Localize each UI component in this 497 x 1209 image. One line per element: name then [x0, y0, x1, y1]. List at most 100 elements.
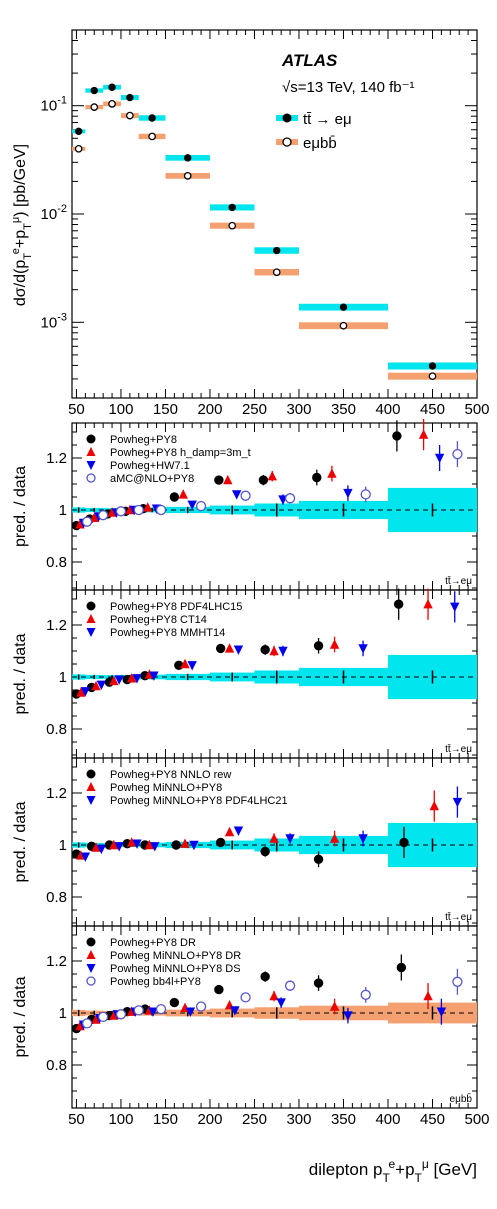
prediction-point — [125, 504, 135, 515]
ratio-legend-label: Powheg+PY8 h_damp=3m_t — [110, 447, 251, 459]
ratio-legend-marker — [86, 601, 96, 611]
prediction-point — [343, 1011, 353, 1021]
prediction-point — [126, 673, 137, 683]
x-tick-label: 200 — [197, 1111, 222, 1128]
prediction-point — [269, 645, 279, 656]
prediction-point — [396, 962, 407, 973]
prediction-point — [150, 842, 160, 852]
ratio-legend-label: Powheg MiNNLO+PY8 DS — [110, 963, 241, 975]
prediction-point — [393, 599, 404, 609]
prediction-point — [313, 978, 324, 988]
x-tick-label: 400 — [375, 401, 400, 418]
prediction-point — [418, 429, 429, 439]
prediction-point — [327, 468, 337, 478]
prediction-point — [109, 839, 119, 850]
prediction-point — [195, 1001, 207, 1012]
main-data-point — [273, 246, 281, 255]
prediction-point — [178, 489, 188, 499]
prediction-point — [155, 1003, 167, 1015]
ratio-y-tick-label: 0.8 — [46, 721, 67, 738]
prediction-point — [284, 493, 296, 504]
x-tick-label: 150 — [153, 401, 178, 418]
x-tick-label: 50 — [68, 401, 85, 418]
prediction-point — [233, 826, 244, 836]
main-data-point — [126, 93, 134, 102]
prediction-point — [360, 989, 371, 1000]
ratio-corner-label: tt̄→eμ — [445, 575, 472, 587]
main-data-point — [428, 372, 437, 381]
ratio-legend-marker — [86, 950, 96, 959]
prediction-point — [80, 687, 91, 697]
prediction-point — [96, 680, 107, 690]
prediction-point — [269, 990, 279, 1001]
ratio-legend-label: aMC@NLO+PY8 — [110, 473, 194, 485]
ratio-legend-marker — [86, 976, 96, 986]
ratio-y-tick-label: 1 — [59, 1005, 67, 1022]
prediction-point — [96, 844, 107, 855]
prediction-point — [260, 971, 270, 982]
main-data-point — [74, 144, 83, 153]
legend-label: tt̄ → eμ — [303, 111, 352, 128]
ratio-legend-marker — [86, 461, 96, 470]
prediction-point — [155, 504, 167, 516]
prediction-point — [260, 846, 270, 857]
prediction-point — [189, 840, 199, 851]
main-data-point — [126, 111, 134, 120]
x-tick-label: 500 — [464, 401, 489, 418]
ratio-legend-label: Powheg+PY8 MMHT14 — [110, 627, 225, 639]
ratio-y-axis-label: pred. / data — [12, 976, 29, 1057]
prediction-point — [399, 837, 409, 848]
ratio-legend-label: Powheg MiNNLO+PY8 — [110, 782, 222, 794]
x-tick-label: 50 — [68, 1111, 85, 1128]
main-data-point — [339, 321, 348, 330]
prediction-point — [313, 641, 324, 651]
prediction-point — [278, 646, 288, 657]
y-label-1e-1-exp: -1 — [57, 95, 67, 107]
ratio-y-tick-label: 1.2 — [46, 450, 67, 467]
ratio-legend-marker — [86, 769, 96, 779]
main-data-point — [339, 303, 348, 311]
ratio-panel-hadronisation: 0.8 1 1.2 pred. / data Powheg+PY8Powheg+PY8 … — [12, 419, 478, 591]
energy-label: √s=13 TeV, 140 fb⁻¹ — [282, 79, 415, 96]
x-tick-label: 450 — [420, 1111, 445, 1128]
main-data-point — [90, 103, 99, 111]
prediction-point — [171, 840, 181, 850]
x-axis-label: dilepton pTe+pTμ [GeV] — [309, 1157, 477, 1185]
legend-label: eμbb̄ — [303, 135, 337, 152]
y-label-1e-2-exp: -2 — [57, 203, 67, 215]
ratio-legend-label: Powheg+PY8 CT14 — [110, 614, 207, 626]
ratio-y-tick-label: 1.2 — [46, 953, 67, 970]
legend-marker — [282, 137, 292, 147]
ratio-legend-marker — [86, 964, 96, 973]
main-data-point — [148, 114, 156, 122]
prediction-point — [452, 797, 463, 808]
prediction-point — [392, 431, 402, 441]
prediction-point — [269, 833, 279, 843]
prediction-point — [187, 661, 197, 671]
prediction-point — [358, 644, 368, 654]
ratio-y-tick-label: 1 — [59, 837, 67, 854]
x-tick-label: 100 — [108, 401, 133, 418]
y-label-1e-1: 10-1 — [41, 95, 67, 115]
main-data-point — [228, 221, 237, 230]
ratio-legend-label: Powheg MiNNLO+PY8 PDF4LHC21 — [110, 795, 288, 807]
ratio-legend-label: Powheg+PY8 — [110, 434, 177, 446]
prediction-point — [148, 1007, 158, 1017]
ratio-legend-marker — [86, 447, 96, 456]
main-data-point — [108, 100, 116, 108]
prediction-point — [284, 980, 296, 991]
prediction-point — [224, 643, 235, 653]
prediction-point — [75, 519, 85, 529]
prediction-point — [258, 475, 269, 485]
ratio-y-tick-label: 0.8 — [46, 889, 67, 906]
prediction-point — [214, 475, 224, 485]
prediction-point — [214, 984, 224, 995]
ratio-corner-label: tt̄→eμ — [445, 743, 472, 755]
prediction-point — [133, 504, 144, 516]
prediction-point — [312, 472, 322, 483]
ratio-legend-label: Powheg+PY8 NNLO rew — [110, 769, 231, 781]
main-data-point — [108, 83, 116, 91]
prediction-point — [142, 502, 153, 512]
